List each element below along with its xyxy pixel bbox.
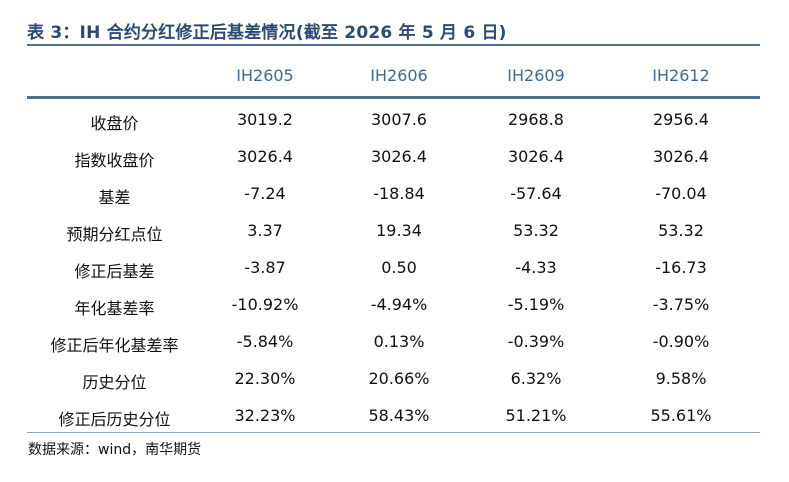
table-cell: 9.58% — [655, 369, 707, 388]
bottom-rule — [27, 432, 760, 433]
table-row: 修正后历史分位 32.23% 58.43% 51.21% 55.61% — [27, 397, 760, 434]
table-cell: -70.04 — [655, 184, 707, 203]
table-header-row: IH2605 IH2606 IH2609 IH2612 — [27, 58, 760, 94]
table-cell: -0.39% — [507, 332, 565, 351]
table-row: 年化基差率 -10.92% -4.94% -5.19% -3.75% — [27, 286, 760, 323]
table-row: 预期分红点位 3.37 19.34 53.32 53.32 — [27, 212, 760, 249]
row-label: 修正后历史分位 — [58, 410, 171, 429]
table-row: 收盘价 3019.2 3007.6 2968.8 2956.4 — [27, 101, 760, 138]
table-row: 历史分位 22.30% 20.66% 6.32% 9.58% — [27, 360, 760, 397]
table-row: 指数收盘价 3026.4 3026.4 3026.4 3026.4 — [27, 138, 760, 175]
table-cell: 3026.4 — [371, 147, 427, 166]
table-body: 收盘价 3019.2 3007.6 2968.8 2956.4 指数收盘价 30… — [27, 101, 760, 434]
table-cell: 53.32 — [513, 221, 559, 240]
table-cell: -4.33 — [515, 258, 557, 277]
table-cell: 3026.4 — [237, 147, 293, 166]
top-rule — [27, 44, 760, 46]
table-cell: 0.50 — [381, 258, 417, 277]
table-cell: 6.32% — [510, 369, 562, 388]
table-cell: 19.34 — [376, 221, 422, 240]
table-cell: -0.90% — [652, 332, 710, 351]
table-title: 表 3：IH 合约分红修正后基差情况(截至 2026 年 5 月 6 日) — [27, 23, 507, 43]
table-cell: 2968.8 — [508, 110, 564, 129]
row-label: 指数收盘价 — [74, 151, 155, 170]
row-label: 历史分位 — [82, 373, 147, 392]
table-cell: 55.61% — [650, 406, 712, 425]
row-label: 年化基差率 — [74, 299, 155, 318]
table-cell: -3.87 — [244, 258, 286, 277]
table-row: 修正后基差 -3.87 0.50 -4.33 -16.73 — [27, 249, 760, 286]
table-cell: -4.94% — [370, 295, 428, 314]
table-cell: -5.19% — [507, 295, 565, 314]
table-cell: 0.13% — [373, 332, 425, 351]
table-row: 修正后年化基差率 -5.84% 0.13% -0.39% -0.90% — [27, 323, 760, 360]
table-cell: -16.73 — [655, 258, 707, 277]
header-cell-ih2605: IH2605 — [236, 66, 294, 85]
table-cell: 3019.2 — [237, 110, 293, 129]
table-cell: 3007.6 — [371, 110, 427, 129]
table-cell: 32.23% — [234, 406, 296, 425]
table-row: 基差 -7.24 -18.84 -57.64 -70.04 — [27, 175, 760, 212]
table-cell: 53.32 — [658, 221, 704, 240]
table-cell: 51.21% — [505, 406, 567, 425]
table-cell: 3026.4 — [508, 147, 564, 166]
header-cell-ih2609: IH2609 — [507, 66, 565, 85]
table-cell: 3026.4 — [653, 147, 709, 166]
row-label: 修正后年化基差率 — [50, 336, 179, 355]
header-cell-ih2606: IH2606 — [370, 66, 428, 85]
table-cell: 2956.4 — [653, 110, 709, 129]
source-note: 数据来源：wind，南华期货 — [28, 442, 202, 458]
table-cell: 20.66% — [368, 369, 430, 388]
table-cell: -18.84 — [373, 184, 425, 203]
row-label: 修正后基差 — [74, 262, 155, 281]
header-rule — [27, 96, 760, 99]
table-cell: 58.43% — [368, 406, 430, 425]
header-cell-ih2612: IH2612 — [652, 66, 710, 85]
table-cell: 3.37 — [247, 221, 283, 240]
table-cell: 22.30% — [234, 369, 296, 388]
table-cell: -5.84% — [236, 332, 294, 351]
table-cell: -3.75% — [652, 295, 710, 314]
table-cell: -7.24 — [244, 184, 286, 203]
row-label: 收盘价 — [90, 114, 139, 133]
row-label: 预期分红点位 — [66, 225, 163, 244]
row-label: 基差 — [98, 188, 131, 207]
table-cell: -57.64 — [510, 184, 562, 203]
table-cell: -10.92% — [231, 295, 299, 314]
